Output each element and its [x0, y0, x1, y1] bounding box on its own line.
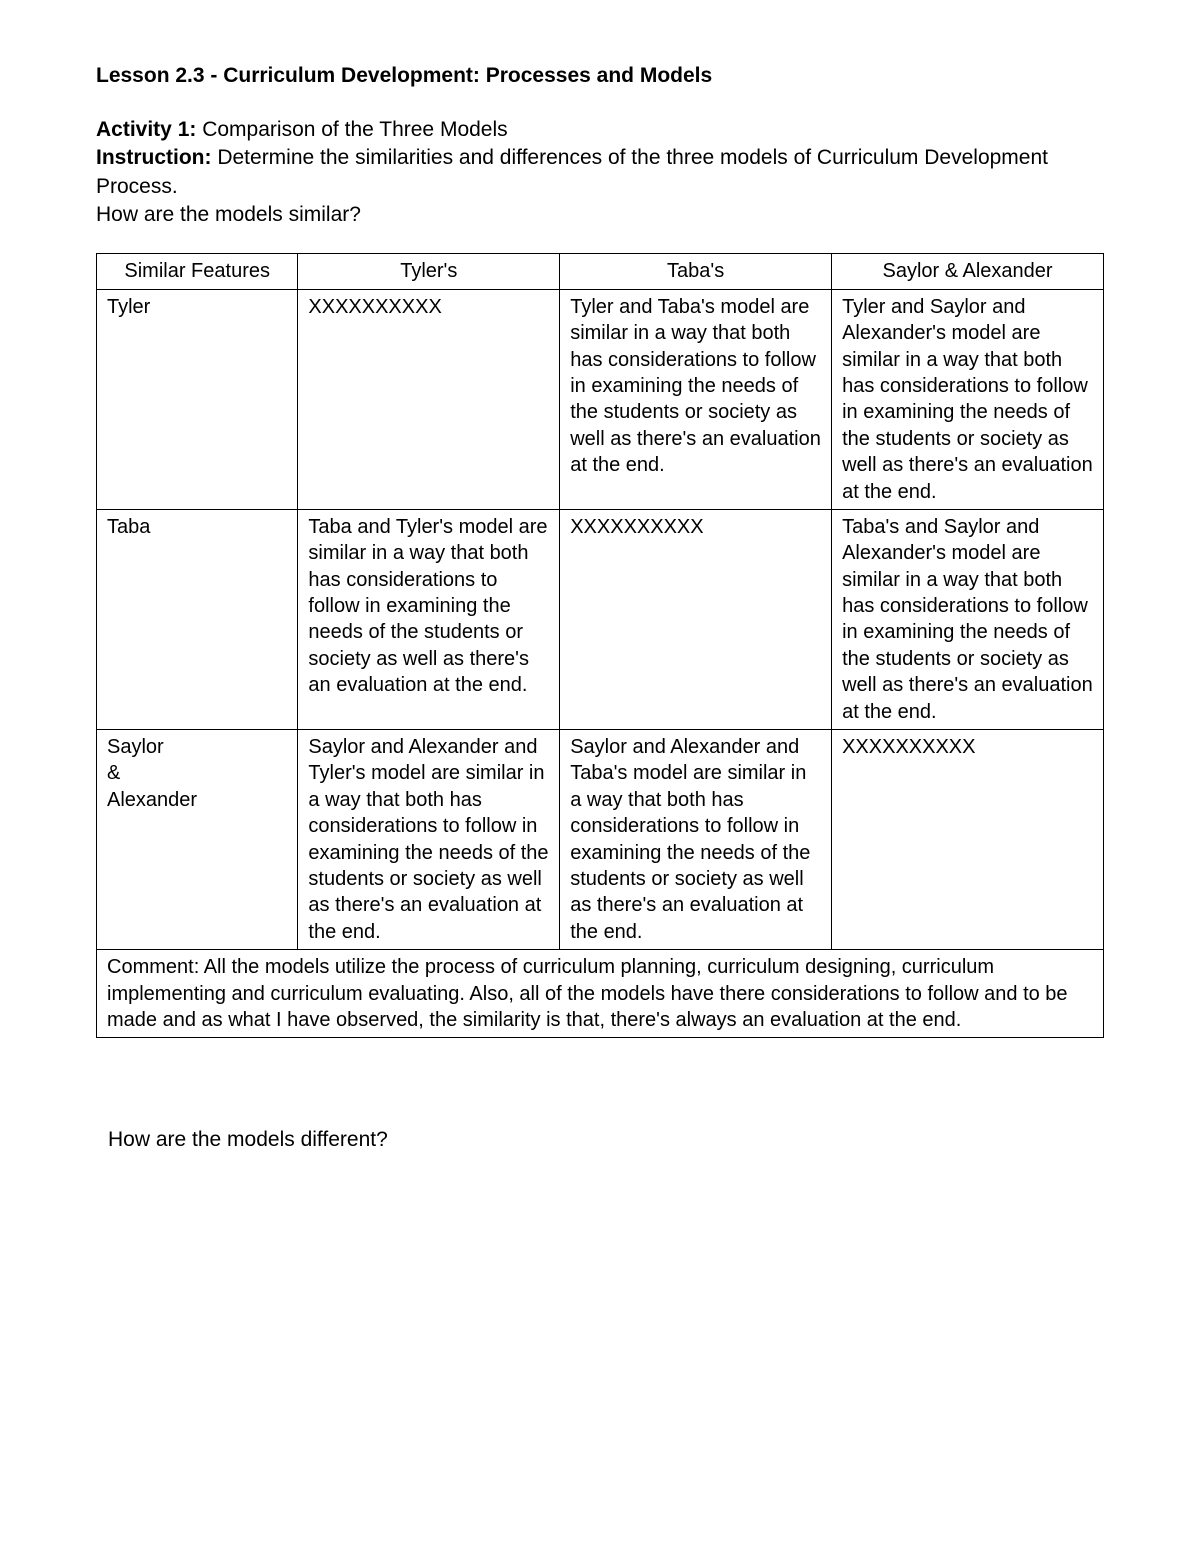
- header-tylers: Tyler's: [298, 254, 560, 289]
- header-similar-features: Similar Features: [97, 254, 298, 289]
- table-cell: Saylor and Alexander and Taba's model ar…: [560, 730, 832, 950]
- row-header: Saylor&Alexander: [97, 730, 298, 950]
- comparison-table: Similar Features Tyler's Taba's Saylor &…: [96, 253, 1104, 1038]
- row-header: Taba: [97, 509, 298, 729]
- table-header-row: Similar Features Tyler's Taba's Saylor &…: [97, 254, 1104, 289]
- row-header: Tyler: [97, 289, 298, 509]
- table-cell: XXXXXXXXXX: [298, 289, 560, 509]
- table-cell: Tyler and Taba's model are similar in a …: [560, 289, 832, 509]
- header-tabas: Taba's: [560, 254, 832, 289]
- table-cell: Taba and Tyler's model are similar in a …: [298, 509, 560, 729]
- table-cell: XXXXXXXXXX: [560, 509, 832, 729]
- question-1: How are the models similar?: [96, 203, 361, 226]
- table-row: TylerXXXXXXXXXXTyler and Taba's model ar…: [97, 289, 1104, 509]
- table-row: TabaTaba and Tyler's model are similar i…: [97, 509, 1104, 729]
- table-cell: Saylor and Alexander and Tyler's model a…: [298, 730, 560, 950]
- comment-row: Comment: All the models utilize the proc…: [97, 950, 1104, 1038]
- question-2: How are the models different?: [108, 1128, 1104, 1152]
- header-saylor-alexander: Saylor & Alexander: [832, 254, 1104, 289]
- intro-block: Activity 1: Comparison of the Three Mode…: [96, 116, 1104, 229]
- table-cell: XXXXXXXXXX: [832, 730, 1104, 950]
- comment-cell: Comment: All the models utilize the proc…: [97, 950, 1104, 1038]
- table-cell: Tyler and Saylor and Alexander's model a…: [832, 289, 1104, 509]
- table-cell: Taba's and Saylor and Alexander's model …: [832, 509, 1104, 729]
- instruction-text: Determine the similarities and differenc…: [96, 146, 1048, 197]
- lesson-title: Lesson 2.3 - Curriculum Development: Pro…: [96, 64, 1104, 88]
- instruction-label: Instruction:: [96, 146, 212, 169]
- activity-text: Comparison of the Three Models: [196, 118, 507, 141]
- table-body: TylerXXXXXXXXXXTyler and Taba's model ar…: [97, 289, 1104, 1038]
- document-page: Lesson 2.3 - Curriculum Development: Pro…: [0, 0, 1200, 1272]
- activity-label: Activity 1:: [96, 118, 196, 141]
- table-row: Saylor&AlexanderSaylor and Alexander and…: [97, 730, 1104, 950]
